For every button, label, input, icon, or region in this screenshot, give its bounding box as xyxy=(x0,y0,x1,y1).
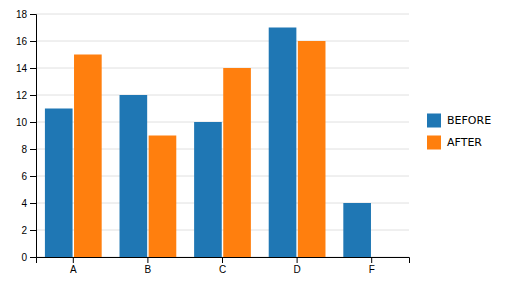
y-tick: 8 xyxy=(21,144,36,155)
x-tick-label: D xyxy=(293,264,300,275)
y-tick-label: 8 xyxy=(21,144,27,155)
legend-item: AFTER xyxy=(427,136,482,150)
bar xyxy=(120,95,148,257)
bar-series xyxy=(45,28,371,258)
y-tick-label: 6 xyxy=(21,171,27,182)
x-tick-mark xyxy=(297,257,298,263)
x-tick-label: F xyxy=(369,264,375,275)
y-tick-label: 12 xyxy=(16,90,28,101)
y-tick-mark xyxy=(30,203,36,204)
y-tick: 6 xyxy=(21,171,36,182)
x-tick-mark xyxy=(73,257,74,263)
x-tick-label: C xyxy=(219,264,226,275)
x-tick-label: B xyxy=(145,264,152,275)
chart: 0 2 4 6 8 10 12 14 16 18 A B C D F BEFORE AFTER xyxy=(0,0,524,283)
y-tick-label: 14 xyxy=(16,63,28,74)
legend-swatch xyxy=(427,136,441,150)
legend: BEFORE AFTER xyxy=(427,114,491,150)
x-tick: F xyxy=(369,257,375,275)
y-tick-mark xyxy=(30,230,36,231)
x-axis-line xyxy=(37,258,410,264)
grid-line xyxy=(36,14,409,15)
y-tick-label: 2 xyxy=(21,225,27,236)
y-tick-mark xyxy=(30,68,36,69)
legend-swatch xyxy=(427,114,441,128)
bar xyxy=(223,68,251,257)
y-tick: 4 xyxy=(21,198,36,209)
x-tick-mark xyxy=(222,257,223,263)
grid xyxy=(36,14,409,257)
x-tick-label: A xyxy=(70,264,77,275)
x-axis: ABCDF xyxy=(37,257,410,275)
y-axis: 0 2 4 6 8 10 12 14 16 18 xyxy=(16,9,37,263)
x-tick-mark xyxy=(371,257,372,263)
y-tick-mark xyxy=(30,149,36,150)
y-tick: 16 xyxy=(16,36,36,47)
bar-series xyxy=(74,41,325,257)
legend-label: AFTER xyxy=(447,136,482,149)
y-tick-mark xyxy=(30,257,36,258)
bar xyxy=(372,257,400,258)
bar xyxy=(45,109,73,258)
y-tick: 14 xyxy=(16,63,36,74)
bar xyxy=(298,41,326,257)
plot: 0 2 4 6 8 10 12 14 16 18 A B C D F xyxy=(16,9,410,275)
y-tick: 0 xyxy=(21,252,36,263)
y-tick-label: 0 xyxy=(21,252,27,263)
y-tick: 10 xyxy=(16,117,36,128)
y-tick-label: 18 xyxy=(16,9,28,20)
legend-item: BEFORE xyxy=(427,114,491,128)
bar xyxy=(149,136,177,258)
y-tick-mark xyxy=(30,14,36,15)
legend-label: BEFORE xyxy=(447,114,491,127)
y-tick-mark xyxy=(30,95,36,96)
x-tick: B xyxy=(145,257,152,275)
y-tick: 12 xyxy=(16,90,36,101)
x-tick-mark xyxy=(147,257,148,263)
y-tick-mark xyxy=(30,176,36,177)
x-tick: A xyxy=(70,257,77,275)
x-tick: D xyxy=(293,257,300,275)
y-tick-mark xyxy=(30,122,36,123)
bar xyxy=(343,203,371,257)
x-tick: C xyxy=(219,257,226,275)
bar xyxy=(194,122,222,257)
y-tick-label: 4 xyxy=(21,198,27,209)
y-tick: 2 xyxy=(21,225,36,236)
y-tick-label: 16 xyxy=(16,36,28,47)
y-tick-mark xyxy=(30,41,36,42)
bars xyxy=(45,28,371,258)
y-tick-label: 10 xyxy=(16,117,28,128)
y-tick: 18 xyxy=(16,9,36,20)
grid-line xyxy=(36,41,409,42)
y-axis-line xyxy=(30,15,37,258)
bar xyxy=(74,55,102,258)
bar xyxy=(269,28,297,258)
